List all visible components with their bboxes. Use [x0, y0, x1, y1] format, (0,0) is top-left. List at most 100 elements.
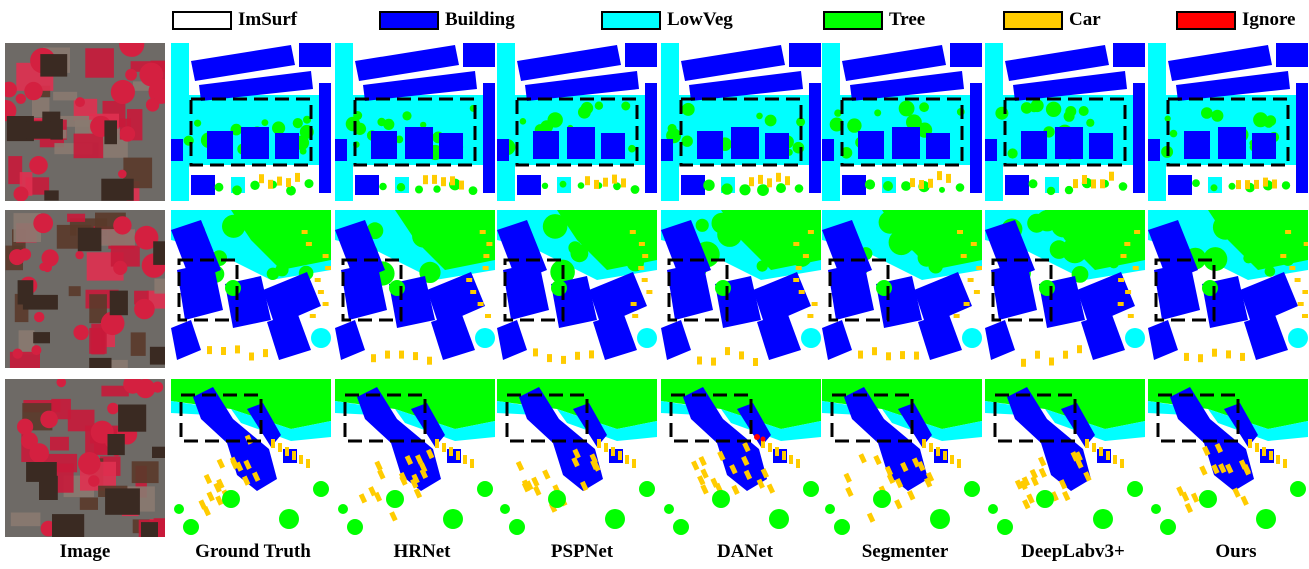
- building: [427, 272, 485, 326]
- building: [1276, 43, 1308, 67]
- building: [898, 403, 932, 447]
- car: [1109, 171, 1114, 181]
- tree: [756, 112, 763, 120]
- aerial-roof: [26, 462, 57, 482]
- car: [299, 455, 303, 464]
- tree: [232, 185, 242, 196]
- tree: [631, 218, 651, 238]
- aerial-vegetation: [125, 68, 137, 81]
- building: [737, 403, 771, 447]
- car: [252, 471, 261, 482]
- segmentation-map-danet-row-1: [661, 43, 821, 201]
- tree: [1127, 481, 1143, 497]
- car: [638, 266, 645, 270]
- tree: [829, 117, 844, 132]
- building: [697, 131, 723, 159]
- building: [753, 272, 811, 326]
- car: [1184, 502, 1194, 514]
- building: [985, 320, 1015, 360]
- tree: [377, 117, 386, 127]
- car: [646, 290, 653, 294]
- tree: [630, 185, 640, 194]
- highlight-box: [353, 97, 477, 167]
- car: [729, 464, 738, 475]
- car: [756, 478, 765, 489]
- car: [459, 180, 464, 190]
- tree: [796, 117, 806, 127]
- building: [926, 133, 950, 159]
- lowveg-region: [1148, 43, 1166, 201]
- car: [259, 174, 264, 184]
- tree: [1203, 247, 1228, 272]
- tree: [174, 504, 184, 514]
- car: [785, 176, 790, 186]
- aerial-vegetation: [75, 250, 84, 260]
- aerial-roof: [26, 121, 57, 139]
- highlight-box: [1154, 258, 1216, 322]
- building: [1013, 71, 1127, 101]
- segmentation-map-ground-truth-row-3: [171, 379, 331, 537]
- tree: [542, 214, 568, 239]
- building: [335, 320, 365, 360]
- tree: [1169, 129, 1178, 138]
- building: [1184, 131, 1210, 159]
- tree: [621, 101, 631, 111]
- building: [503, 262, 549, 320]
- tree: [712, 490, 730, 508]
- cell-danet-row-1: [661, 43, 821, 201]
- lowveg-region: [475, 328, 495, 348]
- lowveg-region: [721, 409, 821, 441]
- aerial-vegetation: [40, 410, 58, 429]
- tree: [1118, 182, 1128, 191]
- car: [206, 491, 215, 502]
- aerial-vegetation: [15, 93, 26, 104]
- car: [884, 465, 894, 477]
- aerial-vegetation: [31, 345, 42, 356]
- aerial-patch: [91, 323, 105, 355]
- car: [866, 512, 876, 523]
- aerial-vegetation: [24, 81, 43, 101]
- tree: [715, 280, 731, 296]
- car: [843, 472, 852, 484]
- aerial-vegetation: [113, 260, 128, 275]
- car: [235, 345, 240, 354]
- building: [411, 403, 445, 447]
- aerial-image-image-row-1: [5, 43, 165, 201]
- car: [1118, 278, 1125, 282]
- aerial-patch: [53, 91, 78, 101]
- building: [689, 71, 803, 101]
- car: [929, 443, 933, 452]
- tree: [541, 182, 549, 189]
- tree: [577, 182, 585, 189]
- tree: [876, 280, 892, 296]
- lowveg-region: [335, 43, 353, 201]
- aerial-patch: [73, 133, 104, 159]
- tree: [1243, 253, 1254, 264]
- tree: [194, 119, 202, 127]
- car: [441, 177, 446, 187]
- car: [271, 439, 275, 448]
- aerial-vegetation: [5, 81, 17, 98]
- legend-label-car: Car: [1069, 9, 1101, 30]
- tree: [1093, 509, 1113, 529]
- car: [216, 478, 225, 489]
- building: [1148, 139, 1160, 161]
- tree: [873, 490, 891, 508]
- column-label-ours: Ours: [1215, 541, 1257, 562]
- car: [910, 178, 915, 188]
- building: [985, 139, 997, 161]
- tree: [568, 241, 582, 255]
- tree: [776, 183, 786, 194]
- car: [533, 348, 538, 357]
- building: [842, 45, 946, 81]
- lowveg-region: [557, 409, 657, 441]
- car: [450, 176, 455, 186]
- highlight-box: [1003, 97, 1127, 167]
- building: [858, 131, 884, 159]
- tree: [664, 504, 674, 514]
- car: [776, 172, 781, 182]
- building: [593, 312, 637, 360]
- car: [301, 230, 308, 234]
- car: [317, 290, 324, 294]
- aerial-vegetation: [13, 186, 29, 201]
